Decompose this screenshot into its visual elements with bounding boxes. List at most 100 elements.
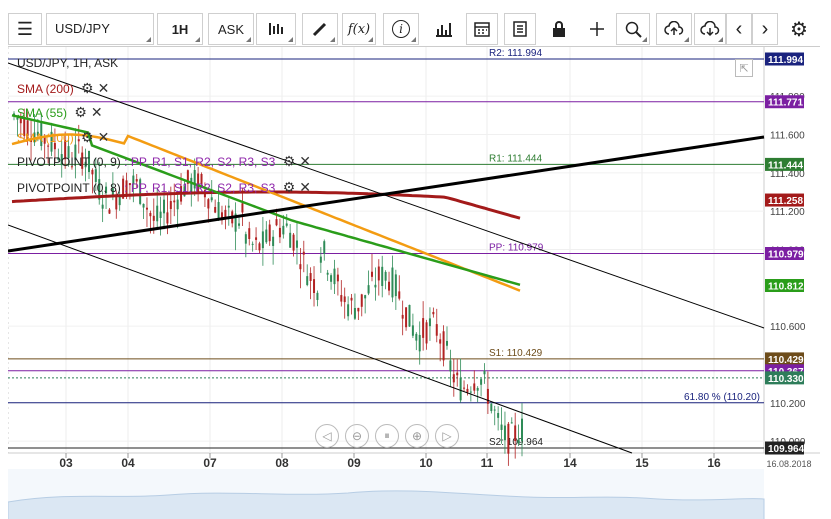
candle-body <box>323 241 326 254</box>
candle-body <box>118 196 121 206</box>
candle-body <box>84 161 87 168</box>
candle-body <box>152 215 155 221</box>
price-tag-label: 111.771 <box>768 98 803 109</box>
candle-body <box>115 195 118 210</box>
candle-body <box>268 224 271 242</box>
calendar-button[interactable] <box>466 13 498 45</box>
gear-icon[interactable]: ⚙ <box>81 80 94 96</box>
chart-type-icon <box>269 23 283 35</box>
info-button[interactable]: i <box>383 13 419 45</box>
download-cloud-icon <box>700 21 720 37</box>
report-button[interactable] <box>504 13 536 45</box>
price-tag <box>765 193 804 207</box>
candle-body <box>142 203 145 208</box>
price-tag-label: 111.994 <box>768 55 803 66</box>
candle-body <box>77 139 80 142</box>
scroll-right-button[interactable]: ▷ <box>435 424 459 448</box>
candle-body <box>292 234 295 251</box>
channel-upper[interactable] <box>8 62 765 329</box>
price-tag <box>765 247 804 260</box>
gear-icon[interactable]: ⚙ <box>81 129 94 145</box>
candle-body <box>418 334 421 352</box>
upload-button[interactable] <box>656 13 692 45</box>
settings-button[interactable]: ⚙ <box>786 13 812 45</box>
candle-body <box>405 307 408 328</box>
zoom-in-button[interactable]: ⊕ <box>405 424 429 448</box>
legend-pivot-9-suffix: : PP, R1, S1, R2, S2, R3, S3 <box>120 155 276 169</box>
expand-icon[interactable]: ⇱ <box>735 59 753 77</box>
chart-area[interactable]: 0304070809101114151616.08.2018111.800111… <box>8 46 820 519</box>
candle-body <box>374 284 377 288</box>
price-tick-label: 111.200 <box>770 207 805 218</box>
gear-icon[interactable]: ⚙ <box>282 153 296 169</box>
price-tag-label: 109.964 <box>768 444 805 455</box>
draw-line-button[interactable] <box>302 13 338 45</box>
prev-icon: ‹ <box>735 17 743 40</box>
candle-body <box>244 234 247 244</box>
gear-icon[interactable]: ⚙ <box>282 179 296 195</box>
candle-body <box>91 169 94 175</box>
close-icon[interactable]: ✕ <box>97 80 110 96</box>
candle-body <box>251 243 254 245</box>
price-chart[interactable]: 0304070809101114151616.08.2018111.800111… <box>8 47 820 519</box>
reset-view-button[interactable]: ⏸ <box>375 424 399 448</box>
candle-body <box>176 199 179 210</box>
date-tick-label: 03 <box>59 456 73 470</box>
zoom-button[interactable] <box>616 13 650 45</box>
settings-icon: ⚙ <box>790 18 808 41</box>
prev-button[interactable]: ‹ <box>726 13 752 45</box>
candle-body <box>370 271 373 277</box>
candle-body <box>241 203 244 213</box>
price-tick-label: 111.400 <box>770 169 805 180</box>
price-tag-label: 111.258 <box>768 196 803 207</box>
legend-sma100: SMA (100) ⚙ ✕ <box>17 129 109 146</box>
function-button[interactable]: f(x) <box>342 13 376 45</box>
close-icon[interactable]: ✕ <box>90 104 103 120</box>
candle-body <box>476 387 479 391</box>
candle-body <box>197 173 200 194</box>
candle-body <box>490 403 493 412</box>
candle-body <box>159 211 162 218</box>
candle-body <box>125 180 128 197</box>
candle-body <box>40 121 43 147</box>
candle-body <box>319 256 322 263</box>
candle-body <box>128 183 131 186</box>
candle-body <box>238 223 241 226</box>
lock-button[interactable] <box>546 13 572 45</box>
legend-sma100-label: SMA (100) <box>17 131 74 145</box>
price-type-value: ASK <box>217 21 244 37</box>
scroll-left-button[interactable]: ◁ <box>315 424 339 448</box>
info-icon: i <box>392 20 410 38</box>
candle-body <box>289 232 292 248</box>
next-button[interactable]: › <box>752 13 778 45</box>
indicators-button[interactable] <box>426 13 460 45</box>
r2-level-label: R2: 111.994 <box>489 48 542 59</box>
download-button[interactable] <box>694 13 726 45</box>
candle-body <box>210 197 213 201</box>
channel-lower[interactable] <box>8 224 633 454</box>
zoom-out-button[interactable]: ⊖ <box>345 424 369 448</box>
trendline-bold[interactable] <box>8 135 765 253</box>
candle-body <box>432 311 435 315</box>
candle-body <box>193 169 196 189</box>
candle-body <box>169 201 172 210</box>
candle-body <box>36 131 39 136</box>
menu-button[interactable]: ☰ <box>8 13 42 45</box>
candle-body <box>275 219 278 226</box>
s2-level-label: S2: 109.964 <box>489 437 543 448</box>
close-icon[interactable]: ✕ <box>299 153 311 169</box>
symbol-input[interactable]: USD/JPY <box>46 13 154 45</box>
gear-icon[interactable]: ⚙ <box>74 104 87 120</box>
price-tag <box>765 371 804 385</box>
candle-body <box>408 304 411 327</box>
close-icon[interactable]: ✕ <box>97 129 110 145</box>
date-tick-label: 11 <box>481 456 494 470</box>
price-type-select[interactable]: ASK <box>208 13 254 45</box>
crosshair-button[interactable] <box>584 13 610 45</box>
candle-body <box>384 271 387 281</box>
candle-body <box>336 274 339 282</box>
close-icon[interactable]: ✕ <box>299 179 311 195</box>
interval-select[interactable]: 1H <box>157 13 203 45</box>
candle-body <box>248 228 251 239</box>
chart-type-button[interactable] <box>256 13 296 45</box>
